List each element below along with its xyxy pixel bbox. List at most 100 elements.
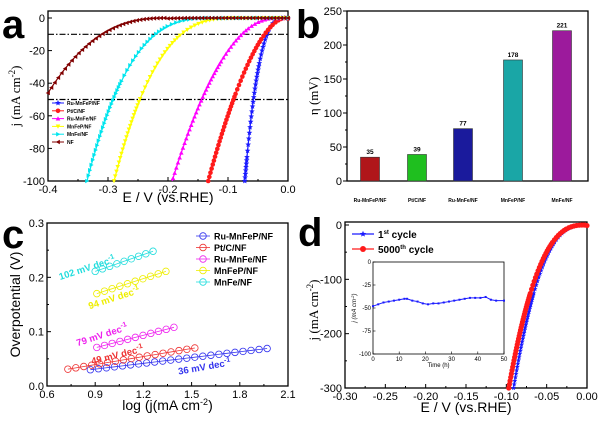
data-marker — [522, 324, 528, 330]
legend-label: 1st cycle — [378, 230, 417, 241]
inset-y-tick-label: -75 — [362, 329, 371, 335]
panel-letter-a: a — [2, 3, 25, 47]
data-marker — [111, 179, 117, 184]
data-marker — [183, 354, 191, 362]
data-marker — [129, 120, 134, 125]
data-marker — [131, 18, 136, 24]
data-marker — [250, 51, 255, 57]
data-marker — [102, 364, 111, 372]
data-marker — [100, 341, 109, 350]
data-marker — [165, 16, 170, 21]
data-marker — [221, 55, 226, 60]
x-tick-label: 1.2 — [136, 389, 151, 401]
data-marker — [134, 106, 139, 111]
data-marker — [83, 44, 88, 49]
bar-value-label: 178 — [508, 52, 519, 59]
data-marker — [85, 178, 90, 184]
data-marker — [247, 346, 255, 355]
y-tick-label: 200 — [324, 40, 342, 52]
data-marker — [221, 124, 227, 130]
x-category-label: Ru-MnFe/NF — [448, 198, 477, 204]
data-marker — [49, 85, 54, 90]
data-marker — [234, 15, 239, 21]
panel-c-tafel-chart: 0.6 0.9 1.2 1.5 1.8 2.1 0.0 0.1 0.2 0.3 log (j(mA … — [7, 218, 296, 413]
data-marker — [172, 170, 177, 175]
data-marker — [516, 357, 521, 363]
data-marker — [150, 70, 155, 75]
legend-marker — [56, 131, 61, 137]
legend-label: MnFe/NF — [214, 278, 252, 288]
data-marker — [131, 58, 136, 63]
legend-label-rest: cycle — [406, 245, 434, 256]
y-tick-label: 0.2 — [29, 272, 44, 284]
inset-data-marker — [463, 297, 466, 300]
data-marker — [188, 122, 194, 127]
inset-x-tick-label: 0 — [371, 357, 375, 363]
data-marker — [245, 141, 252, 148]
data-marker — [511, 385, 517, 391]
data-marker — [514, 364, 520, 370]
data-marker — [162, 50, 168, 55]
data-marker — [167, 356, 175, 364]
data-marker — [118, 362, 127, 370]
data-marker — [255, 63, 262, 69]
data-marker — [165, 24, 170, 29]
data-marker — [520, 336, 526, 341]
data-marker — [243, 28, 249, 33]
data-marker — [186, 15, 191, 21]
data-marker — [216, 142, 221, 148]
data-marker — [207, 174, 212, 180]
data-marker — [202, 91, 207, 96]
data-marker — [247, 15, 253, 21]
data-marker — [134, 252, 143, 260]
legend-label: Ru-MnFeP/NF — [214, 232, 273, 242]
bar — [503, 59, 523, 182]
legend-label: Ru-MnFe/NF — [67, 117, 96, 123]
data-marker — [236, 35, 241, 40]
data-marker — [145, 39, 150, 45]
y-tick-label: -80 — [29, 143, 45, 155]
inset-data-marker — [447, 300, 450, 303]
data-marker — [127, 123, 133, 128]
data-marker — [213, 67, 219, 73]
data-marker — [259, 47, 265, 53]
data-marker — [90, 38, 95, 44]
data-marker — [522, 327, 528, 333]
data-marker — [527, 306, 532, 312]
inset-data-marker — [387, 300, 390, 303]
panel-letter-b: b — [296, 3, 320, 47]
data-marker — [224, 117, 229, 123]
data-marker — [138, 17, 143, 23]
data-marker — [524, 316, 530, 322]
data-marker — [271, 15, 277, 21]
y-axis-label-end: ) — [8, 66, 23, 70]
inset-data-marker — [479, 296, 482, 299]
data-marker — [226, 47, 231, 53]
slope-label: 79 mV dec-1 — [75, 321, 129, 349]
data-marker — [231, 348, 239, 357]
data-marker — [127, 255, 136, 263]
data-marker — [116, 84, 121, 90]
data-marker — [103, 358, 112, 367]
data-marker — [140, 91, 145, 96]
data-marker — [87, 361, 96, 369]
x-tick-label: 0.00 — [576, 391, 597, 403]
data-marker — [223, 51, 229, 56]
data-marker — [261, 40, 267, 47]
data-marker — [119, 151, 124, 156]
data-marker — [45, 90, 50, 96]
data-marker — [207, 351, 215, 359]
x-tick-label: 1.8 — [232, 389, 247, 401]
data-marker — [207, 80, 212, 85]
data-marker — [55, 75, 61, 80]
y-tick-label: 0 — [336, 176, 342, 188]
data-marker — [234, 87, 240, 92]
data-marker — [145, 16, 150, 22]
inset-data-marker — [416, 300, 419, 303]
data-marker — [160, 53, 165, 58]
data-marker — [117, 22, 122, 28]
data-marker — [244, 147, 251, 154]
data-marker — [157, 57, 163, 62]
data-marker — [109, 101, 114, 107]
data-marker — [132, 109, 138, 114]
